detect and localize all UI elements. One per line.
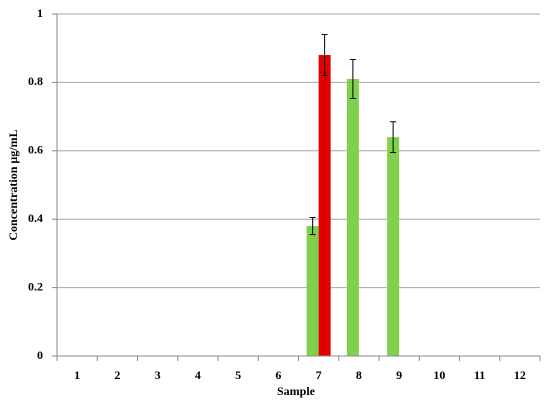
bar [318, 55, 331, 356]
error-bar [390, 121, 397, 154]
x-tick-label: 12 [514, 368, 526, 382]
bar [387, 137, 400, 356]
y-tick-label: 1 [37, 6, 43, 20]
x-tick-label: 4 [195, 368, 201, 382]
y-tick-label: 0 [37, 348, 43, 362]
y-axis-label: Concentration µg/mL [6, 129, 20, 240]
x-tick-label: 1 [74, 368, 80, 382]
y-tick-label: 0.2 [28, 279, 43, 293]
y-tick-label: 0.6 [28, 143, 43, 157]
x-tick-label: 3 [155, 368, 161, 382]
y-tick-label: 0.8 [28, 74, 43, 88]
error-bar [309, 216, 316, 236]
x-tick-label: 9 [396, 368, 402, 382]
x-tick-label: 11 [474, 368, 485, 382]
y-tick-label: 0.4 [28, 211, 43, 225]
bar [306, 226, 319, 356]
x-axis-label: Sample [277, 384, 316, 398]
x-tick-label: 6 [275, 368, 281, 382]
bar [346, 78, 359, 356]
x-tick-label: 7 [316, 368, 322, 382]
x-tick-label: 2 [114, 368, 120, 382]
error-bar [349, 58, 356, 99]
x-tick-label: 8 [356, 368, 362, 382]
x-tick-label: 5 [235, 368, 241, 382]
error-bar [321, 34, 328, 77]
x-tick-label: 10 [433, 368, 445, 382]
